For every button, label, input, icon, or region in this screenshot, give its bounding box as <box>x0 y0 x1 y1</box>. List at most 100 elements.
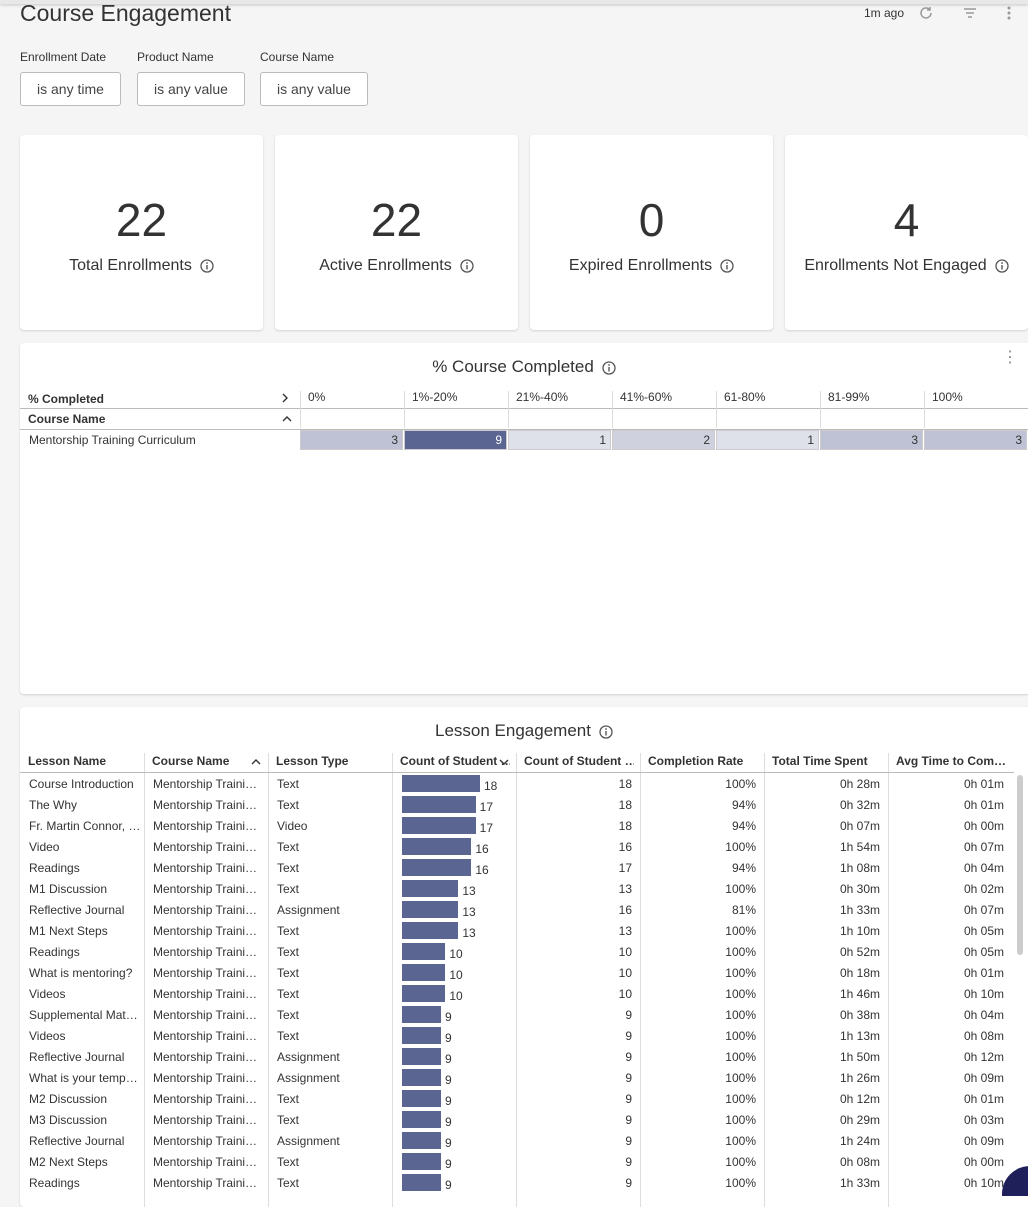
count-label: 17 <box>479 800 494 814</box>
column-header: Avg Time to Com… <box>896 754 1006 768</box>
table-cell: Videos <box>29 1029 66 1043</box>
table-cell: Mentorship Traini… <box>153 1029 258 1043</box>
chat-button[interactable] <box>1000 1162 1028 1196</box>
column-separator <box>640 753 641 1207</box>
table-cell: Assignment <box>277 1071 340 1085</box>
count-bar <box>402 1132 441 1149</box>
table-cell: Mentorship Traini… <box>153 1071 258 1085</box>
table-cell: 100% <box>725 1029 756 1043</box>
kpi-value: 4 <box>893 194 920 246</box>
count-bar <box>402 1153 441 1170</box>
table-cell: 100% <box>725 1071 756 1085</box>
kpi-value: 22 <box>370 194 423 246</box>
kpi-card: 22 Active Enrollments <box>275 135 518 330</box>
refresh-icon[interactable] <box>918 5 934 21</box>
table-cell: 0h 03m <box>963 1113 1004 1127</box>
count-label: 13 <box>462 905 476 919</box>
column-separator <box>268 753 269 1207</box>
info-icon[interactable] <box>460 259 474 273</box>
column-separator <box>392 753 393 1207</box>
table-cell: 1h 50m <box>839 1050 880 1064</box>
table-cell: M2 Next Steps <box>29 1155 108 1169</box>
heat-cell: 3 <box>300 430 403 450</box>
table-cell: Readings <box>29 1176 80 1190</box>
table-cell: 0h 02m <box>963 882 1004 896</box>
filter-button[interactable]: is any time <box>20 72 121 106</box>
count-label: 9 <box>445 1031 452 1045</box>
table-cell: 0h 30m <box>839 882 880 896</box>
table-cell: 1h 33m <box>839 1176 880 1190</box>
panel-title: Lesson Engagement <box>435 721 591 740</box>
table-cell: 0h 18m <box>839 966 880 980</box>
table-cell: Reflective Journal <box>29 1134 125 1148</box>
updated-time: 1m ago <box>864 6 905 20</box>
kpi-label: Total Enrollments <box>69 257 192 274</box>
column-header: Lesson Name <box>28 754 107 768</box>
menu-icon[interactable] <box>1004 5 1014 21</box>
count-bar <box>402 817 476 834</box>
filter-icon[interactable] <box>962 5 978 21</box>
info-icon[interactable] <box>995 259 1009 273</box>
table-cell: 1h 10m <box>839 924 880 938</box>
column-separator <box>820 391 821 428</box>
sort-icon[interactable] <box>282 414 292 424</box>
table-cell: 0h 01m <box>963 966 1004 980</box>
sort-icon[interactable] <box>280 393 290 403</box>
table-cell: 0h 12m <box>963 1050 1004 1064</box>
table-cell: Mentorship Traini… <box>153 945 258 959</box>
info-icon[interactable] <box>602 361 616 375</box>
table-cell: 100% <box>725 1092 756 1106</box>
table-cell: 0h 05m <box>963 924 1004 938</box>
table-cell: 100% <box>725 1050 756 1064</box>
count-label: 9 <box>445 1010 452 1024</box>
table-cell: 100% <box>725 945 756 959</box>
table-cell: Mentorship Traini… <box>153 1134 258 1148</box>
column-header: 21%-40% <box>516 390 569 404</box>
table-cell: 0h 07m <box>839 819 880 833</box>
heat-cell: 2 <box>612 430 715 450</box>
count-bar <box>402 1048 441 1065</box>
table-cell: 10 <box>618 945 632 959</box>
table-cell: Course Introduction <box>29 777 134 791</box>
column-separator <box>764 753 765 1207</box>
info-icon[interactable] <box>200 259 214 273</box>
table-cell: 0h 28m <box>839 777 880 791</box>
table-cell: Mentorship Traini… <box>153 882 258 896</box>
heat-cell: 1 <box>508 430 611 450</box>
sort-icon[interactable] <box>251 757 261 767</box>
table-cell: Mentorship Traini… <box>153 1008 258 1022</box>
count-label: 16 <box>475 842 489 856</box>
table-cell: 0h 10m <box>963 987 1004 1001</box>
table-cell: 17 <box>618 861 632 875</box>
filter-button[interactable]: is any value <box>137 72 245 106</box>
row-header: Course Name <box>28 412 106 426</box>
column-header: Count of Student … <box>524 754 634 768</box>
table-cell: Video <box>277 819 308 833</box>
table-cell: 0h 01m <box>963 798 1004 812</box>
info-icon[interactable] <box>720 259 734 273</box>
dashboard-title: Course Engagement <box>20 0 231 26</box>
filter-button[interactable]: is any value <box>260 72 368 106</box>
table-cell: Video <box>29 840 60 854</box>
table-cell: 0h 04m <box>963 861 1004 875</box>
table-cell: 9 <box>625 1176 632 1190</box>
heat-cell: 3 <box>924 430 1027 450</box>
table-cell: Text <box>277 1176 300 1190</box>
table-cell: Text <box>277 924 300 938</box>
count-label: 17 <box>479 821 494 835</box>
panel-menu[interactable]: ⋮ <box>1002 349 1018 366</box>
table-cell: 100% <box>725 777 756 791</box>
divider <box>20 772 1014 773</box>
table-cell: M2 Discussion <box>29 1092 108 1106</box>
table-cell: 1h 24m <box>839 1134 880 1148</box>
column-separator <box>300 391 301 428</box>
column-separator <box>888 753 889 1207</box>
column-separator <box>716 391 717 428</box>
table-cell: Mentorship Traini… <box>153 1092 258 1106</box>
table-cell: Text <box>277 861 300 875</box>
table-cell: 9 <box>625 1134 632 1148</box>
count-bar <box>402 985 446 1002</box>
sort-icon[interactable] <box>499 757 509 767</box>
info-icon[interactable] <box>599 725 613 739</box>
table-cell: 1h 26m <box>839 1071 880 1085</box>
